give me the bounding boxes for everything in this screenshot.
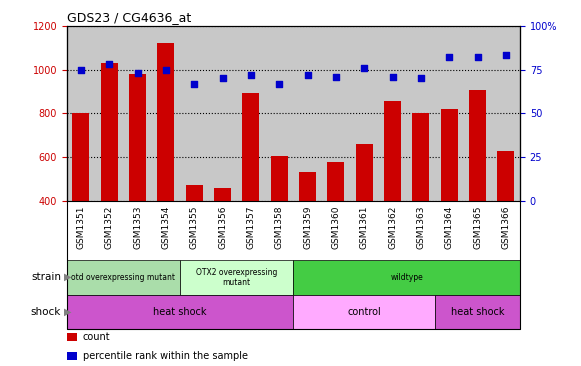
Bar [101, 63, 118, 201]
Text: GSM1362: GSM1362 [388, 206, 397, 249]
Text: otd overexpressing mutant: otd overexpressing mutant [71, 273, 175, 282]
Point [360, 65, 369, 71]
Bar [293, 260, 520, 295]
Bar [299, 172, 316, 201]
Text: control: control [347, 307, 381, 317]
Text: shock: shock [31, 307, 61, 317]
Text: GDS23 / CG4636_at: GDS23 / CG4636_at [67, 11, 191, 25]
Point [246, 72, 256, 78]
Bar [180, 260, 293, 295]
Point [388, 74, 397, 79]
Bar [356, 144, 373, 201]
Bar [497, 151, 514, 201]
Text: GSM1363: GSM1363 [417, 206, 425, 250]
Text: GSM1366: GSM1366 [501, 206, 510, 250]
Text: GSM1354: GSM1354 [162, 206, 170, 249]
Point [76, 67, 85, 72]
Point [275, 81, 284, 86]
Point [105, 61, 114, 67]
Bar [214, 188, 231, 201]
Bar [384, 101, 401, 201]
Text: GSM1358: GSM1358 [275, 206, 284, 250]
Point [162, 67, 171, 72]
Bar [440, 109, 458, 201]
Text: strain: strain [31, 272, 61, 282]
Text: heat shock: heat shock [451, 307, 504, 317]
Text: percentile rank within the sample: percentile rank within the sample [83, 351, 248, 361]
Text: GSM1355: GSM1355 [190, 206, 199, 250]
Bar [328, 162, 345, 201]
Text: GSM1356: GSM1356 [218, 206, 227, 250]
Bar [67, 260, 180, 295]
Text: GSM1353: GSM1353 [133, 206, 142, 250]
Bar [67, 295, 293, 329]
Point [501, 53, 511, 59]
Text: GSM1364: GSM1364 [444, 206, 454, 249]
Bar [293, 295, 435, 329]
Point [189, 81, 199, 86]
Bar [435, 295, 520, 329]
Text: ▶: ▶ [64, 272, 71, 282]
Point [218, 75, 227, 81]
Text: ▶: ▶ [64, 307, 71, 317]
Text: count: count [83, 332, 110, 343]
Bar [413, 113, 429, 201]
Text: OTX2 overexpressing
mutant: OTX2 overexpressing mutant [196, 268, 278, 287]
Text: GSM1360: GSM1360 [331, 206, 340, 250]
Text: heat shock: heat shock [153, 307, 207, 317]
Text: GSM1365: GSM1365 [473, 206, 482, 250]
Bar [271, 156, 288, 201]
Bar [73, 113, 89, 201]
Bar [186, 185, 203, 201]
Bar [129, 74, 146, 201]
Text: GSM1359: GSM1359 [303, 206, 312, 250]
Point [133, 70, 142, 76]
Text: GSM1361: GSM1361 [360, 206, 369, 250]
Point [416, 75, 425, 81]
Text: GSM1351: GSM1351 [77, 206, 85, 250]
Point [303, 72, 312, 78]
Text: GSM1357: GSM1357 [246, 206, 256, 250]
Text: GSM1352: GSM1352 [105, 206, 114, 249]
Bar [469, 90, 486, 201]
Bar [67, 352, 77, 360]
Bar [67, 333, 77, 341]
Point [473, 54, 482, 60]
Point [444, 54, 454, 60]
Point [331, 74, 340, 79]
Bar [242, 93, 259, 201]
Bar [157, 43, 174, 201]
Text: wildtype: wildtype [390, 273, 423, 282]
